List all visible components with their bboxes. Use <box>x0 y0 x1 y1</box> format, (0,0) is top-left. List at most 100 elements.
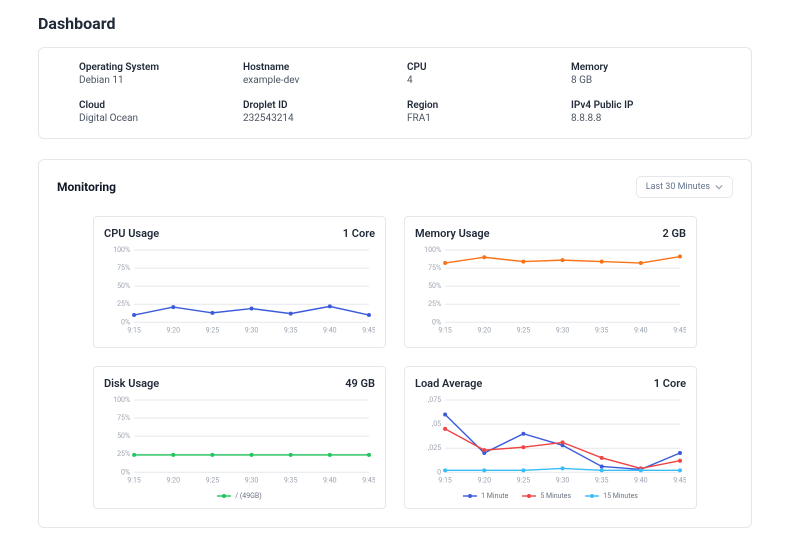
monitoring-card: Monitoring Last 30 Minutes CPU Usage 1 Co… <box>38 159 752 528</box>
svg-text:9:20: 9:20 <box>166 476 180 485</box>
info-cell: IPv4 Public IP 8.8.8.8 <box>571 100 725 124</box>
chart-title: Memory Usage <box>415 227 490 240</box>
svg-text:9:45: 9:45 <box>362 325 375 334</box>
info-label: Cloud <box>79 100 233 111</box>
chart-panel-memory: Memory Usage2 GB0%25%50%75%100%9:159:209… <box>404 216 697 348</box>
time-range-label: Last 30 Minutes <box>646 182 710 192</box>
svg-text:,075: ,075 <box>428 396 441 404</box>
info-cell: Hostname example-dev <box>243 62 397 86</box>
chevron-down-icon <box>715 183 723 191</box>
info-value: Digital Ocean <box>79 113 233 124</box>
legend-swatch-icon <box>463 492 477 500</box>
chart-subtitle: 2 GB <box>663 227 687 240</box>
info-cell: Cloud Digital Ocean <box>79 100 233 124</box>
svg-text:75%: 75% <box>117 413 130 422</box>
info-label: Memory <box>571 62 725 73</box>
chart-svg: 0%25%50%75%100%9:159:209:259:309:359:409… <box>415 246 686 336</box>
info-value: 4 <box>407 75 561 86</box>
chart-panel-cpu: CPU Usage1 Core0%25%50%75%100%9:159:209:… <box>93 216 386 348</box>
svg-text:9:20: 9:20 <box>166 325 180 334</box>
legend-label: 5 Minutes <box>540 492 571 500</box>
chart-title: Load Average <box>415 377 482 390</box>
info-label: Droplet ID <box>243 100 397 111</box>
svg-text:9:45: 9:45 <box>673 476 686 485</box>
info-value: 232543214 <box>243 113 397 124</box>
system-info-card: Operating System Debian 11 Hostname example… <box>38 47 752 139</box>
info-label: Region <box>407 100 561 111</box>
svg-text:9:35: 9:35 <box>595 325 609 334</box>
legend-label: 1 Minute <box>481 492 508 500</box>
info-cell: CPU 4 <box>407 62 561 86</box>
svg-text:50%: 50% <box>117 281 130 290</box>
chart-panel-disk: Disk Usage49 GB0%25%50%75%100%9:159:209:… <box>93 366 386 508</box>
svg-text:100%: 100% <box>113 246 130 254</box>
svg-text:9:15: 9:15 <box>438 476 452 485</box>
svg-text:9:30: 9:30 <box>556 325 570 334</box>
legend-item: 1 Minute <box>463 492 508 500</box>
svg-text:9:25: 9:25 <box>206 476 220 485</box>
chart-legend: / (49GB) <box>104 492 375 500</box>
svg-text:,025: ,025 <box>428 444 441 453</box>
svg-text:50%: 50% <box>117 431 130 440</box>
info-label: IPv4 Public IP <box>571 100 725 111</box>
svg-text:25%: 25% <box>117 450 130 459</box>
chart-svg: 0,025,05,0759:159:209:259:309:359:409:45 <box>415 396 686 486</box>
svg-text:100%: 100% <box>424 246 441 254</box>
legend-item: / (49GB) <box>217 492 261 500</box>
legend-label: 15 Minutes <box>603 492 638 500</box>
svg-text:9:40: 9:40 <box>634 476 648 485</box>
svg-text:9:20: 9:20 <box>477 476 491 485</box>
info-label: Hostname <box>243 62 397 73</box>
svg-text:25%: 25% <box>117 299 130 308</box>
chart-subtitle: 1 Core <box>343 227 375 240</box>
chart-legend: 1 Minute 5 Minutes 15 Minutes <box>415 492 686 500</box>
svg-text:9:45: 9:45 <box>362 476 375 485</box>
svg-text:100%: 100% <box>113 396 130 404</box>
monitoring-title: Monitoring <box>57 180 116 194</box>
svg-text:9:25: 9:25 <box>517 325 531 334</box>
info-cell: Droplet ID 232543214 <box>243 100 397 124</box>
svg-text:9:30: 9:30 <box>245 476 259 485</box>
svg-text:9:30: 9:30 <box>556 476 570 485</box>
svg-text:9:40: 9:40 <box>634 325 648 334</box>
time-range-select[interactable]: Last 30 Minutes <box>636 176 733 198</box>
legend-label: / (49GB) <box>235 492 261 500</box>
chart-title: Disk Usage <box>104 377 159 390</box>
chart-title: CPU Usage <box>104 227 159 240</box>
chart-panel-load: Load Average1 Core0,025,05,0759:159:209:… <box>404 366 697 508</box>
info-value: Debian 11 <box>79 75 233 86</box>
info-label: Operating System <box>79 62 233 73</box>
svg-text:9:15: 9:15 <box>127 325 141 334</box>
legend-swatch-icon <box>522 492 536 500</box>
svg-text:9:15: 9:15 <box>438 325 452 334</box>
svg-text:9:40: 9:40 <box>323 476 337 485</box>
svg-text:9:35: 9:35 <box>284 325 298 334</box>
page-title: Dashboard <box>38 14 752 33</box>
svg-text:9:25: 9:25 <box>517 476 531 485</box>
legend-item: 15 Minutes <box>585 492 638 500</box>
info-cell: Memory 8 GB <box>571 62 725 86</box>
legend-swatch-icon <box>217 492 231 500</box>
chart-subtitle: 1 Core <box>654 377 686 390</box>
svg-text:,05: ,05 <box>432 419 441 428</box>
chart-subtitle: 49 GB <box>345 377 375 390</box>
legend-swatch-icon <box>585 492 599 500</box>
chart-svg: 0%25%50%75%100%9:159:209:259:309:359:409… <box>104 396 375 486</box>
svg-text:75%: 75% <box>117 263 130 272</box>
svg-text:9:30: 9:30 <box>245 325 259 334</box>
svg-text:9:15: 9:15 <box>127 476 141 485</box>
svg-text:9:40: 9:40 <box>323 325 337 334</box>
info-value: 8.8.8.8 <box>571 113 725 124</box>
svg-text:25%: 25% <box>428 299 441 308</box>
info-cell: Operating System Debian 11 <box>79 62 233 86</box>
svg-text:9:45: 9:45 <box>673 325 686 334</box>
legend-item: 5 Minutes <box>522 492 571 500</box>
svg-text:9:25: 9:25 <box>206 325 220 334</box>
svg-text:9:35: 9:35 <box>595 476 609 485</box>
info-value: FRA1 <box>407 113 561 124</box>
info-label: CPU <box>407 62 561 73</box>
info-cell: Region FRA1 <box>407 100 561 124</box>
info-value: 8 GB <box>571 75 725 86</box>
info-value: example-dev <box>243 75 397 86</box>
svg-text:9:20: 9:20 <box>477 325 491 334</box>
